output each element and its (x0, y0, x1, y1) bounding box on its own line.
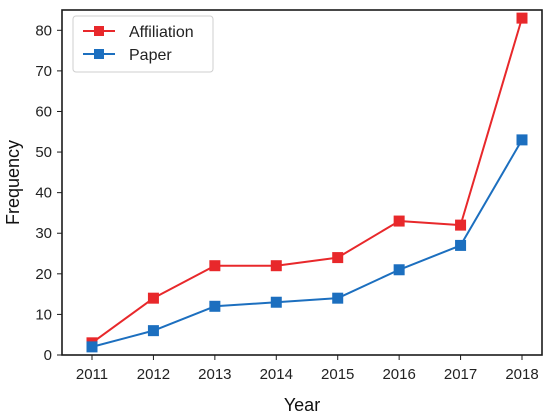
data-point (209, 300, 221, 312)
x-tick-label: 2015 (321, 366, 354, 383)
y-tick-label: 50 (35, 144, 52, 161)
x-tick-label: 2017 (444, 366, 477, 383)
data-point (270, 260, 282, 272)
y-tick-label: 70 (35, 63, 52, 80)
data-point (393, 215, 405, 227)
y-tick-label: 10 (35, 306, 52, 323)
series-paper (86, 134, 528, 353)
series-line (91, 139, 523, 348)
data-point (270, 296, 282, 308)
series-layer (86, 12, 528, 353)
x-axis-ticks: 2011 2012 2013 2014 2015 2016 2017 2018 (76, 355, 539, 383)
data-point (209, 260, 221, 272)
y-axis-title: Frequency (3, 140, 23, 225)
legend: Affiliation Paper (72, 15, 214, 73)
x-tick-label: 2011 (76, 366, 108, 383)
data-point (455, 219, 467, 231)
x-axis-title: Year (284, 395, 320, 415)
series-line (91, 17, 523, 344)
legend-label: Paper (129, 47, 172, 64)
data-point (455, 239, 467, 251)
y-axis-ticks: 0 10 20 30 40 50 60 70 80 (35, 22, 62, 364)
legend-marker (94, 26, 104, 36)
data-point (393, 264, 405, 276)
data-point (516, 134, 528, 146)
y-tick-label: 60 (35, 103, 52, 120)
x-tick-label: 2013 (198, 366, 231, 383)
y-tick-label: 30 (35, 225, 52, 242)
data-point (332, 252, 344, 264)
data-point (332, 292, 344, 304)
x-tick-label: 2016 (382, 366, 415, 383)
y-tick-label: 80 (35, 22, 52, 39)
x-tick-label: 2012 (137, 366, 170, 383)
data-point (86, 341, 98, 353)
x-tick-label: 2018 (505, 366, 538, 383)
y-tick-label: 40 (35, 185, 52, 202)
legend-item: Paper (83, 47, 172, 64)
legend-item: Affiliation (83, 24, 194, 41)
y-tick-label: 0 (44, 347, 52, 364)
legend-label: Affiliation (129, 24, 194, 41)
data-point (147, 292, 159, 304)
plot-frame (61, 9, 543, 356)
x-tick-label: 2014 (260, 366, 293, 383)
data-point (516, 12, 528, 24)
y-tick-label: 20 (35, 266, 52, 283)
legend-marker (94, 49, 104, 59)
data-point (147, 325, 159, 337)
